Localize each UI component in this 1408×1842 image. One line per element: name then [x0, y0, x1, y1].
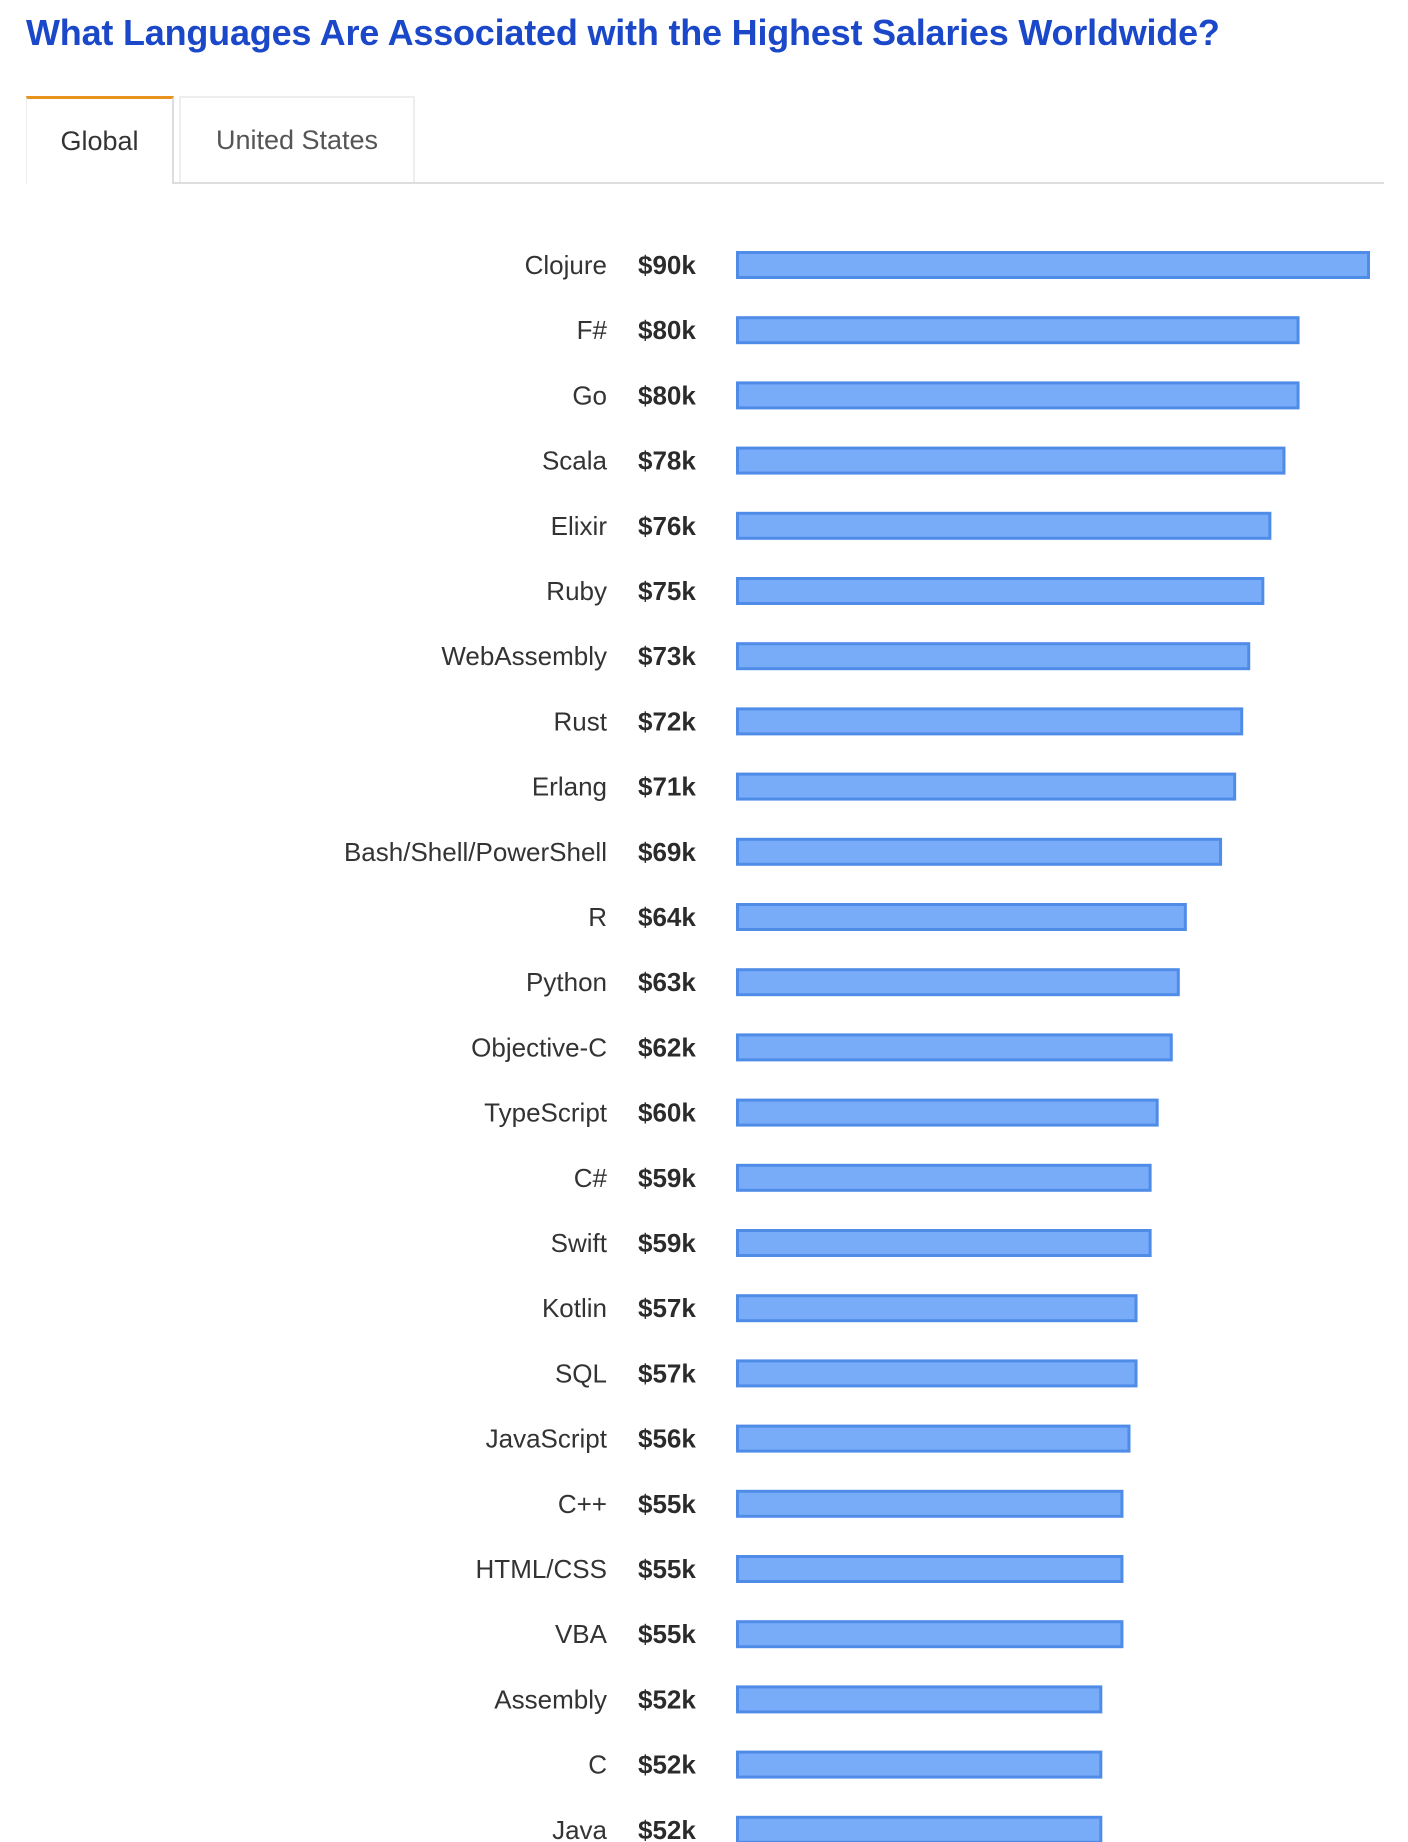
value-label: $76k [638, 511, 696, 541]
value-label: $55k [638, 1619, 696, 1649]
category-label: Objective-C [471, 1032, 607, 1062]
bar [736, 511, 1272, 540]
bar [736, 1033, 1173, 1062]
category-label: F# [577, 315, 608, 345]
category-label: WebAssembly [441, 641, 607, 671]
category-label: TypeScript [484, 1098, 608, 1128]
value-label: $63k [638, 967, 696, 997]
value-label: $72k [638, 706, 696, 736]
category-label: Python [526, 967, 607, 997]
bar [736, 1163, 1152, 1192]
value-label: $56k [638, 1424, 696, 1454]
value-label: $71k [638, 772, 696, 802]
value-label: $59k [638, 1163, 696, 1193]
bar [736, 1294, 1138, 1323]
bar [736, 251, 1370, 279]
value-label: $75k [638, 576, 696, 606]
bar [736, 1098, 1159, 1127]
bar [736, 968, 1180, 997]
category-label: Clojure [525, 250, 607, 280]
category-label: R [588, 902, 607, 932]
value-label: $62k [638, 1032, 696, 1062]
category-label: Elixir [551, 511, 608, 541]
value-label: $78k [638, 446, 696, 476]
bar [736, 1359, 1138, 1388]
value-label: $69k [638, 837, 696, 867]
category-label: VBA [555, 1619, 608, 1649]
category-label: Erlang [532, 772, 607, 802]
bar [736, 707, 1244, 736]
bar [736, 1620, 1124, 1649]
tab-global[interactable]: Global [26, 96, 174, 184]
category-label: SQL [555, 1358, 607, 1388]
value-label: $55k [638, 1489, 696, 1519]
value-label: $80k [638, 380, 696, 410]
value-label: $90k [638, 250, 696, 280]
bar [736, 1424, 1131, 1453]
category-label: C++ [558, 1489, 607, 1519]
bar [736, 381, 1300, 410]
bar [736, 772, 1237, 801]
region-tabs: Global United States [26, 96, 1384, 184]
bar [736, 1489, 1124, 1518]
bar [736, 1685, 1103, 1714]
value-label: $52k [638, 1684, 696, 1714]
category-label: Assembly [494, 1684, 607, 1714]
category-label: Go [572, 380, 607, 410]
bar [736, 446, 1286, 475]
category-label: JavaScript [486, 1424, 608, 1454]
value-label: $80k [638, 315, 696, 345]
bar [736, 1750, 1103, 1779]
category-label: Kotlin [542, 1293, 607, 1323]
category-label: Java [552, 1815, 607, 1842]
bar [736, 316, 1300, 345]
value-label: $60k [638, 1098, 696, 1128]
value-label: $57k [638, 1358, 696, 1388]
bar [736, 1555, 1124, 1583]
category-label: C [588, 1750, 607, 1780]
value-label: $55k [638, 1554, 696, 1584]
category-label: Rust [554, 706, 608, 736]
category-label: Ruby [546, 576, 607, 606]
bar [736, 577, 1265, 605]
value-label: $52k [638, 1750, 696, 1780]
category-label: Bash/Shell/PowerShell [344, 837, 607, 867]
value-label: $57k [638, 1293, 696, 1323]
category-label: HTML/CSS [476, 1554, 607, 1584]
page-title: What Languages Are Associated with the H… [26, 12, 1220, 53]
bar [736, 903, 1187, 931]
category-label: Scala [542, 446, 608, 476]
bar [736, 1815, 1103, 1842]
value-label: $73k [638, 641, 696, 671]
bar [736, 642, 1251, 671]
category-label: C# [574, 1163, 608, 1193]
value-label: $64k [638, 902, 696, 932]
tab-united-states[interactable]: United States [179, 96, 415, 182]
bar [736, 1229, 1152, 1257]
value-label: $59k [638, 1228, 696, 1258]
value-label: $52k [638, 1815, 696, 1842]
category-label: Swift [551, 1228, 608, 1258]
bar [736, 837, 1223, 866]
